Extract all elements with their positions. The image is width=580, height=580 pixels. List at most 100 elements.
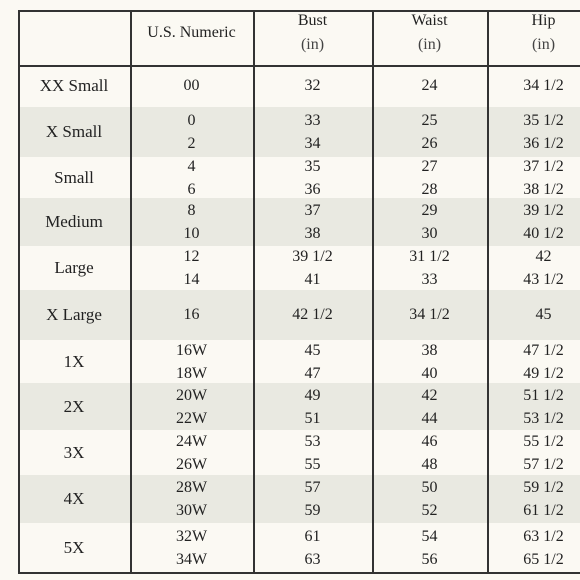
- size-label: Medium: [45, 212, 103, 231]
- measurement: 28W: [175, 479, 208, 496]
- measurement: 2: [187, 135, 196, 152]
- measurement: 57: [304, 479, 321, 496]
- size-label: XX Small: [39, 76, 109, 95]
- measurement: 8: [187, 202, 196, 219]
- measurement: 12: [183, 248, 200, 265]
- row-shade: [18, 290, 580, 340]
- measurement: 55 1/2: [523, 432, 564, 450]
- size-label: X Small: [45, 122, 103, 141]
- measurement: 36 1/2: [523, 135, 564, 152]
- column-border: [487, 10, 489, 572]
- size-label: 5X: [63, 537, 85, 557]
- measurement: 37 1/2: [523, 157, 564, 175]
- measurement: 33: [421, 271, 438, 288]
- row-border: [18, 10, 580, 12]
- measurement: 35 1/2: [523, 112, 564, 129]
- measurement: 53: [304, 432, 321, 450]
- measurement: 59 1/2: [523, 479, 564, 496]
- size-label: 3X: [63, 442, 85, 462]
- measurement: 34W: [175, 550, 208, 568]
- measurement: 36: [304, 180, 321, 198]
- measurement: 4: [187, 157, 196, 175]
- header-unit: (in): [531, 36, 556, 53]
- measurement: 37: [304, 202, 321, 219]
- size-label: Large: [54, 258, 94, 277]
- size-label: Small: [54, 167, 94, 187]
- measurement: 38: [421, 341, 438, 359]
- row-border: [18, 65, 580, 67]
- measurement: 14: [183, 271, 200, 288]
- measurement: 57 1/2: [523, 455, 564, 473]
- measurement: 39 1/2: [523, 202, 564, 219]
- measurement: 38: [304, 225, 321, 242]
- measurement: 48: [421, 455, 438, 473]
- measurement: 51 1/2: [523, 386, 564, 404]
- measurement: 49 1/2: [523, 364, 564, 382]
- measurement: 29: [421, 202, 438, 219]
- measurement: 46: [421, 432, 438, 450]
- measurement: 34 1/2: [409, 306, 450, 323]
- row-shade: [18, 383, 580, 430]
- measurement: 27: [421, 157, 438, 175]
- measurement: 40 1/2: [523, 225, 564, 242]
- measurement: 50: [421, 479, 438, 496]
- measurement: 65 1/2: [523, 550, 564, 568]
- measurement: 56: [421, 550, 438, 568]
- column-border: [130, 10, 132, 572]
- measurement: 24: [421, 77, 438, 94]
- measurement: 31 1/2: [409, 248, 450, 265]
- measurement: 40: [421, 364, 438, 382]
- column-border: [253, 10, 255, 572]
- column-border: [372, 10, 374, 572]
- measurement: 41: [304, 271, 321, 288]
- size-label: 4X: [63, 489, 85, 508]
- row-shade: [18, 475, 580, 523]
- measurement: 45: [304, 341, 321, 359]
- measurement: 30: [421, 225, 438, 242]
- row-shade: [18, 198, 580, 246]
- measurement: 39 1/2: [292, 248, 333, 265]
- measurement: 51: [304, 409, 321, 427]
- row-border: [18, 572, 580, 574]
- measurement: 42: [535, 248, 552, 265]
- measurement: 38 1/2: [523, 180, 564, 198]
- measurement: 16: [183, 306, 200, 323]
- measurement: 0: [187, 112, 196, 129]
- size-label: 1X: [63, 351, 85, 371]
- measurement: 28: [421, 180, 438, 198]
- row-shade: [18, 107, 580, 157]
- measurement: 32: [304, 77, 321, 94]
- measurement: 34: [304, 135, 321, 152]
- measurement: 18W: [175, 364, 208, 382]
- measurement: 26W: [175, 455, 208, 473]
- measurement: 45: [535, 306, 552, 323]
- measurement: 59: [304, 502, 321, 519]
- measurement: 22W: [175, 409, 208, 427]
- measurement: 63: [304, 550, 321, 568]
- measurement: 6: [187, 180, 196, 198]
- header-label: Hip: [531, 12, 556, 29]
- measurement: 49: [304, 386, 321, 404]
- measurement: 42 1/2: [292, 306, 333, 323]
- size-label: 2X: [63, 396, 85, 416]
- measurement: 54: [421, 527, 438, 545]
- measurement: 61: [304, 527, 321, 545]
- header-unit: (in): [300, 36, 325, 53]
- column-border: [18, 10, 20, 572]
- header-label: U.S. Numeric: [147, 24, 236, 41]
- measurement: 55: [304, 455, 321, 473]
- measurement: 43 1/2: [523, 271, 564, 288]
- measurement: 32W: [175, 527, 208, 545]
- header-label: Waist: [411, 12, 448, 29]
- measurement: 42: [421, 386, 438, 404]
- measurement: 00: [183, 77, 200, 94]
- measurement: 24W: [175, 432, 208, 450]
- measurement: 61 1/2: [523, 502, 564, 519]
- measurement: 44: [421, 409, 438, 427]
- measurement: 52: [421, 502, 438, 519]
- measurement: 10: [183, 225, 200, 242]
- header-unit: (in): [417, 36, 442, 53]
- size-label: X Large: [46, 305, 102, 324]
- measurement: 26: [421, 135, 438, 152]
